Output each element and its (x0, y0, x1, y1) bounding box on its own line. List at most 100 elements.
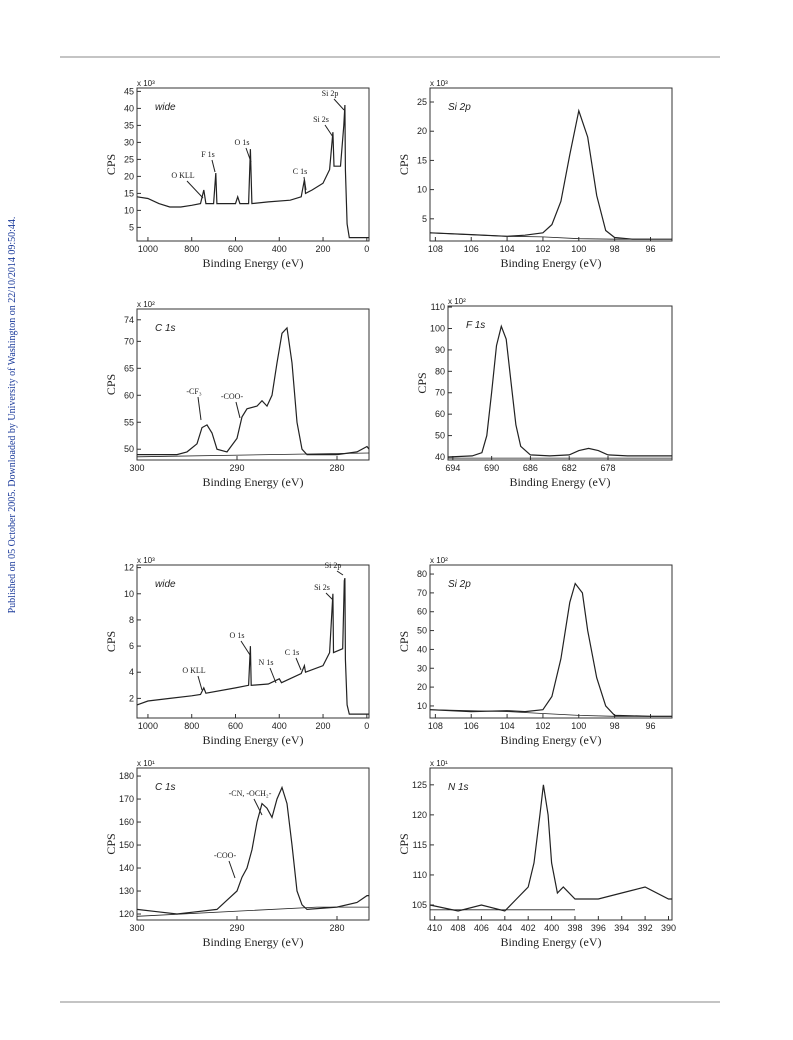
spectrum-line (137, 326, 370, 456)
x-tick-label: 682 (562, 463, 577, 473)
y-tick-label: 60 (124, 390, 134, 400)
x-tick-label: 600 (228, 721, 243, 731)
x-tick-label: 300 (129, 923, 144, 933)
y-tick-label: 10 (417, 701, 427, 711)
panel-label: Si 2p (448, 102, 471, 113)
spectrum-line (447, 324, 672, 458)
x-tick-label: 600 (228, 244, 243, 254)
y-tick-label: 30 (417, 663, 427, 673)
panel-label: C 1s (155, 323, 176, 334)
y-tick-label: 5 (422, 214, 427, 224)
x-tick-label: 100 (571, 721, 586, 731)
x-tick-label: 0 (364, 244, 369, 254)
panel-label: F 1s (466, 320, 485, 331)
multiplier: x 10² (137, 300, 155, 309)
x-tick-label: 390 (661, 923, 676, 933)
annotation-arrow (235, 401, 241, 419)
x-tick-label: 402 (521, 923, 536, 933)
peak-annotation: C 1s (285, 648, 299, 657)
y-tick-label: 70 (435, 388, 445, 398)
x-tick-label: 108 (428, 244, 443, 254)
x-tick-label: 100 (571, 244, 586, 254)
x-tick-label: 800 (184, 721, 199, 731)
spectrum-line (136, 104, 369, 239)
multiplier: x 10² (448, 297, 466, 306)
annotation-arrow (197, 675, 203, 691)
x-axis-label: Binding Energy (eV) (202, 733, 303, 747)
y-axis-label: CPS (397, 154, 411, 175)
multiplier: x 10³ (137, 79, 155, 88)
y-tick-label: 65 (124, 363, 134, 373)
y-axis-label: CPS (397, 833, 411, 854)
peak-annotation: C 1s (293, 167, 307, 176)
x-tick-label: 686 (523, 463, 538, 473)
y-tick-label: 6 (129, 641, 134, 651)
y-tick-label: 5 (129, 222, 134, 232)
plot-frame (429, 564, 673, 719)
y-tick-label: 170 (119, 794, 134, 804)
x-tick-label: 104 (500, 244, 515, 254)
peak-annotation: O KLL (171, 171, 194, 180)
x-tick-label: 106 (464, 244, 479, 254)
x-tick-label: 400 (544, 923, 559, 933)
x-tick-label: 280 (329, 923, 344, 933)
x-tick-label: 392 (638, 923, 653, 933)
y-tick-label: 15 (124, 188, 134, 198)
y-tick-label: 70 (417, 588, 427, 598)
y-tick-label: 10 (124, 205, 134, 215)
x-tick-label: 104 (500, 721, 515, 731)
annotation-arrow (186, 180, 204, 199)
x-tick-label: 280 (329, 463, 344, 473)
y-tick-label: 35 (124, 120, 134, 130)
y-tick-label: 100 (430, 323, 445, 333)
x-tick-label: 678 (600, 463, 615, 473)
peak-annotation: -CF₃ (186, 387, 201, 396)
plot-frame (136, 308, 370, 461)
y-tick-label: 15 (417, 155, 427, 165)
spectrum-line (429, 709, 672, 717)
peak-annotation: Si 2s (313, 115, 329, 124)
y-axis-label: CPS (104, 631, 118, 652)
plot-frame (136, 767, 370, 921)
peak-annotation: O 1s (235, 138, 250, 147)
y-tick-label: 45 (124, 86, 134, 96)
y-axis-label: CPS (104, 833, 118, 854)
y-tick-label: 105 (412, 900, 427, 910)
annotation-arrow (336, 570, 344, 576)
multiplier: x 10² (430, 556, 448, 565)
x-tick-label: 398 (567, 923, 582, 933)
panel-label: wide (155, 102, 176, 113)
x-tick-label: 200 (316, 244, 331, 254)
y-tick-label: 130 (119, 886, 134, 896)
spectrum-line (136, 452, 370, 458)
multiplier: x 10¹ (430, 759, 448, 768)
x-tick-label: 290 (229, 463, 244, 473)
x-axis-label: Binding Energy (eV) (500, 733, 601, 747)
y-axis-label: CPS (397, 631, 411, 652)
y-tick-label: 140 (119, 863, 134, 873)
annotation-arrow (245, 147, 252, 163)
annotation-arrow (303, 176, 307, 191)
y-tick-label: 10 (417, 185, 427, 195)
x-tick-label: 98 (610, 244, 620, 254)
x-axis-label: Binding Energy (eV) (500, 256, 601, 270)
y-tick-label: 30 (124, 137, 134, 147)
y-tick-label: 120 (412, 810, 427, 820)
y-axis-label: CPS (104, 374, 118, 395)
y-tick-label: 55 (124, 417, 134, 427)
peak-annotation: -COO- (214, 851, 237, 860)
x-tick-label: 396 (591, 923, 606, 933)
y-tick-label: 60 (435, 409, 445, 419)
x-tick-label: 0 (364, 721, 369, 731)
x-tick-label: 108 (428, 721, 443, 731)
y-tick-label: 10 (124, 589, 134, 599)
x-tick-label: 98 (610, 721, 620, 731)
plot-frame (136, 87, 370, 242)
x-axis-label: Binding Energy (eV) (202, 256, 303, 270)
peak-annotation: Si 2p (322, 89, 339, 98)
y-tick-label: 90 (435, 345, 445, 355)
x-tick-label: 410 (427, 923, 442, 933)
spectrum-line (429, 582, 672, 717)
